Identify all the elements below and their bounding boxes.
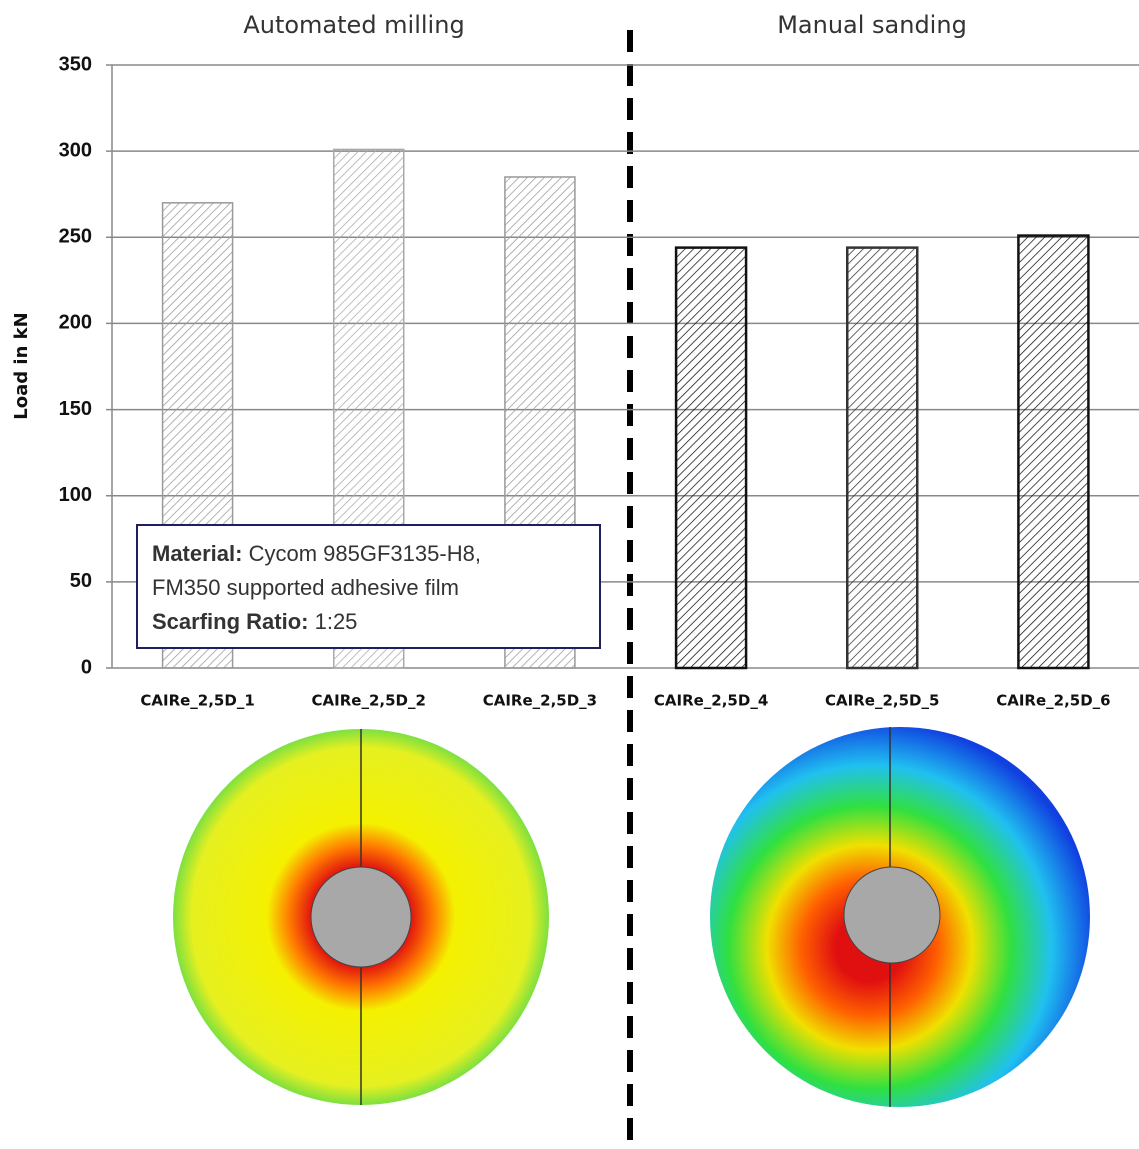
y-tick-label: 150 xyxy=(59,398,92,420)
bar xyxy=(676,248,746,668)
annotation-line: Scarfing Ratio: 1:25 xyxy=(152,609,357,634)
y-tick-label: 50 xyxy=(70,570,92,592)
annotation: Material: Cycom 985GF3135-H8, FM350 supp… xyxy=(137,525,600,648)
bar xyxy=(847,248,917,668)
y-tick-label: 300 xyxy=(59,139,92,161)
y-axis-label: Load in kN xyxy=(11,312,32,419)
x-tick-label: CAIRe_2,5D_6 xyxy=(996,692,1110,710)
label: Material: xyxy=(152,541,242,566)
x-tick-label: CAIRe_2,5D_2 xyxy=(312,692,426,710)
y-tick-label: 200 xyxy=(59,312,92,334)
x-tick-label: CAIRe_2,5D_3 xyxy=(483,692,597,710)
y-tick-label: 100 xyxy=(59,484,92,506)
x-tick-label: CAIRe_2,5D_4 xyxy=(654,692,768,710)
y-tick-label: 250 xyxy=(59,226,92,248)
group-label: Automated milling xyxy=(243,11,464,39)
text: Cycom 985GF3135-H8, xyxy=(249,541,481,566)
chart: Automated milling Manual sanding Load in… xyxy=(0,0,1139,1149)
x-tick-label: CAIRe_2,5D_5 xyxy=(825,692,939,710)
y-tick-label: 0 xyxy=(81,656,92,678)
x-tick-label: CAIRe_2,5D_1 xyxy=(140,692,254,710)
scan-hole xyxy=(844,867,940,963)
annotation-line: FM350 supported adhesive film xyxy=(152,575,459,600)
scan-hole xyxy=(311,867,411,967)
label: Scarfing Ratio: xyxy=(152,609,308,634)
group-label: Manual sanding xyxy=(777,11,967,39)
bar xyxy=(1018,236,1088,668)
annotation-line: Material: Cycom 985GF3135-H8, xyxy=(152,541,481,566)
y-tick-label: 350 xyxy=(59,53,92,75)
text: 1:25 xyxy=(315,609,358,634)
